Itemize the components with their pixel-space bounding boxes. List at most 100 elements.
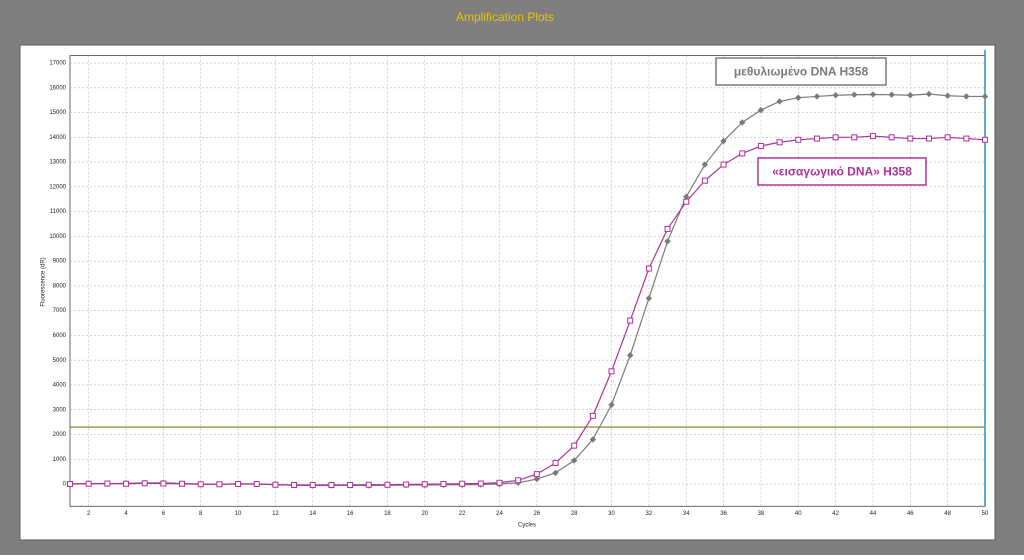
data-point	[851, 134, 858, 141]
y-tick-label: 16000	[49, 85, 66, 91]
data-point	[123, 480, 130, 487]
x-tick-label: 42	[832, 511, 839, 517]
data-point	[589, 436, 597, 443]
y-tick-label: 1000	[53, 457, 67, 463]
y-tick-label: 12000	[49, 184, 66, 190]
data-point	[888, 91, 895, 98]
data-point	[907, 92, 914, 99]
y-tick-label: 4000	[53, 383, 67, 389]
data-point	[533, 475, 541, 483]
data-point	[701, 177, 708, 184]
data-point	[608, 368, 615, 375]
x-tick-label: 12	[272, 511, 279, 517]
data-point	[608, 401, 615, 408]
y-tick-label: 6000	[53, 333, 67, 339]
data-point	[589, 412, 596, 419]
y-tick-label: 13000	[49, 160, 66, 166]
data-point	[664, 225, 671, 232]
y-tick-label: 9000	[53, 259, 67, 265]
data-point	[552, 469, 559, 477]
data-point	[515, 477, 522, 484]
data-point	[925, 135, 932, 142]
data-point	[552, 459, 559, 466]
data-point	[757, 142, 764, 149]
data-point	[813, 135, 820, 142]
x-tick-label: 48	[944, 511, 951, 517]
x-tick-label: 46	[907, 511, 914, 517]
data-point	[216, 481, 223, 488]
y-tick-label: 15000	[49, 110, 66, 116]
x-tick-label: 18	[384, 511, 391, 517]
data-point	[570, 457, 578, 464]
data-point	[328, 482, 335, 489]
data-point	[795, 136, 802, 143]
y-tick-label: 14000	[49, 135, 66, 141]
data-point	[720, 161, 727, 168]
chart-title: Amplification Plots	[456, 10, 554, 24]
y-tick-label: 5000	[53, 358, 67, 364]
data-point	[944, 92, 951, 99]
data-point	[477, 480, 484, 487]
x-tick-label: 24	[496, 511, 503, 517]
x-tick-label: 22	[459, 511, 466, 517]
data-point	[869, 133, 876, 140]
data-point	[664, 238, 671, 245]
data-point	[384, 481, 391, 488]
x-tick-label: 6	[162, 511, 166, 517]
y-tick-label: 8000	[53, 283, 67, 289]
x-tick-label: 2	[87, 511, 91, 517]
data-point	[235, 481, 242, 488]
data-point	[496, 479, 503, 486]
x-tick-label: 8	[199, 511, 203, 517]
data-point	[627, 317, 634, 324]
y-tick-label: 0	[63, 482, 67, 488]
x-tick-label: 4	[124, 511, 128, 517]
data-point	[645, 295, 653, 302]
data-point	[982, 136, 988, 143]
data-point	[757, 106, 765, 114]
y-tick-label: 2000	[53, 432, 67, 438]
data-point	[160, 480, 167, 487]
data-point	[795, 94, 802, 101]
data-point	[291, 482, 298, 489]
data-point	[888, 134, 895, 141]
x-tick-label: 32	[646, 511, 653, 517]
data-point	[776, 98, 783, 105]
data-point	[627, 352, 634, 359]
x-tick-label: 38	[758, 511, 765, 517]
y-tick-label: 7000	[53, 308, 67, 314]
x-tick-label: 50	[982, 511, 989, 517]
x-tick-label: 36	[720, 511, 727, 517]
legend-box	[715, 57, 887, 86]
data-point	[925, 90, 933, 98]
data-point	[645, 265, 652, 272]
data-point	[832, 92, 839, 99]
legend-label: «εισαγωγικό DNA» H358	[772, 165, 912, 179]
legend-label: μεθυλιωμένο DNA H358	[734, 65, 869, 79]
data-point	[459, 480, 466, 487]
x-tick-label: 26	[533, 511, 540, 517]
data-point	[179, 480, 186, 487]
data-point	[85, 480, 92, 487]
x-axis-label: Cycles	[518, 523, 536, 529]
data-point	[440, 481, 447, 488]
data-point	[533, 471, 540, 478]
series-line	[69, 135, 986, 486]
data-point	[907, 135, 914, 142]
x-tick-label: 40	[795, 511, 802, 517]
data-point	[869, 91, 877, 98]
x-tick-label: 10	[235, 511, 242, 517]
data-point	[963, 135, 970, 142]
data-point	[141, 480, 148, 487]
data-point	[701, 161, 709, 168]
data-point	[403, 481, 410, 488]
x-tick-label: 44	[870, 511, 877, 517]
data-point	[683, 198, 690, 205]
x-tick-label: 14	[309, 511, 316, 517]
x-tick-label: 28	[571, 511, 578, 517]
y-axis-label: Fluorescence (dR)	[41, 257, 47, 306]
data-point	[944, 134, 951, 141]
data-point	[776, 139, 783, 146]
data-point	[197, 481, 204, 488]
